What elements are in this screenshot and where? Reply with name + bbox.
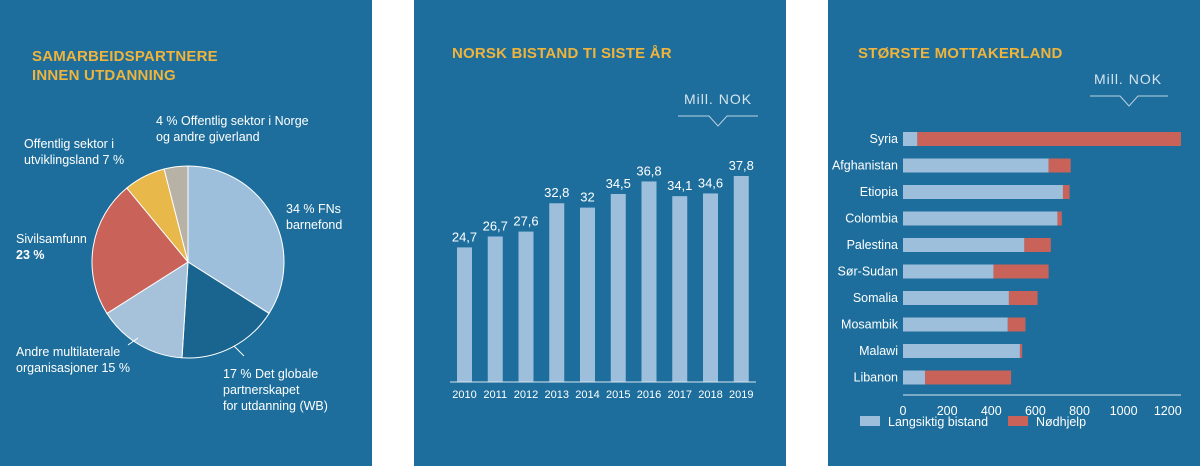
recipients-tick-600: 600 bbox=[1025, 404, 1046, 418]
recipient-bar-emergency-0 bbox=[917, 132, 1181, 146]
recipient-bar-long-term-4 bbox=[903, 238, 1025, 252]
aid-bar-2010 bbox=[457, 247, 472, 382]
aid-value-label-2010: 24,7 bbox=[452, 229, 477, 244]
recipients-tick-800: 800 bbox=[1069, 404, 1090, 418]
recipient-bar-long-term-6 bbox=[903, 291, 1009, 305]
aid-bar-2018 bbox=[703, 193, 718, 382]
recipient-bar-emergency-8 bbox=[1019, 344, 1023, 358]
legend-label-long-term: Langsiktig bistand bbox=[888, 415, 988, 429]
recipients-bar-chart: Mill. NOK Syria Afghanistan Etiopia Colombi… bbox=[832, 71, 1182, 429]
recipient-bar-long-term-7 bbox=[903, 317, 1008, 332]
recipient-label-1: Afghanistan bbox=[832, 159, 898, 173]
recipient-label-3: Colombia bbox=[845, 212, 898, 226]
aid-bar-2016 bbox=[641, 181, 657, 382]
recipient-label-2: Etiopia bbox=[860, 185, 898, 199]
recipient-label-4: Palestina bbox=[847, 238, 898, 252]
pie-label-dev-public: Offentlig sektor i utviklingsland 7 % bbox=[24, 137, 124, 167]
aid-panel: NORSK BISTAND TI SISTE ÅR Mill. NOK 24,7… bbox=[414, 0, 786, 466]
pie-label-civil: Sivilsamfunn 23 % bbox=[16, 232, 87, 262]
aid-value-label-2018: 34,6 bbox=[698, 175, 723, 190]
recipient-bar-emergency-9 bbox=[925, 370, 1012, 385]
aid-bar-2011 bbox=[487, 236, 503, 382]
recipient-label-0: Syria bbox=[870, 132, 899, 146]
recipient-bar-long-term-2 bbox=[903, 185, 1063, 199]
aid-value-label-2012: 27,6 bbox=[513, 214, 538, 229]
recipients-tick-1000: 1000 bbox=[1110, 404, 1138, 418]
pie-leader-gpe bbox=[233, 345, 245, 357]
recipient-label-7: Mosambik bbox=[841, 318, 899, 332]
pie-label-gpe: 17 % Det globale partnerskapet for utdanni… bbox=[223, 367, 328, 413]
aid-unit-callout bbox=[678, 115, 758, 127]
recipient-bar-emergency-5 bbox=[993, 264, 1049, 279]
aid-value-label-2013: 32,8 bbox=[544, 185, 569, 200]
partners-pie-chart: 34 % FNs barnefond 17 % Det globale partner… bbox=[16, 114, 342, 413]
legend-swatch-long-term bbox=[860, 416, 880, 426]
recipients-unit-callout bbox=[1090, 95, 1168, 107]
pie-slice-gpe bbox=[181, 261, 270, 359]
recipient-label-5: Sør-Sudan bbox=[838, 265, 898, 279]
recipient-label-9: Libanon bbox=[854, 371, 899, 385]
pie-slice-norway-public bbox=[163, 165, 189, 263]
aid-year-label-2018: 2018 bbox=[698, 389, 722, 401]
aid-value-label-2015: 34,5 bbox=[606, 176, 631, 191]
aid-value-label-2017: 34,1 bbox=[667, 178, 692, 193]
aid-value-label-2019: 37,8 bbox=[729, 158, 754, 173]
partners-panel: SAMARBEIDSPARTNERE INNEN UTDANNING 34 % … bbox=[0, 0, 372, 466]
recipient-bar-long-term-5 bbox=[903, 264, 994, 279]
aid-unit-label: Mill. NOK bbox=[684, 91, 752, 107]
recipient-bar-long-term-8 bbox=[903, 344, 1020, 358]
recipients-unit-label: Mill. NOK bbox=[1094, 71, 1162, 87]
aid-year-label-2013: 2013 bbox=[545, 389, 569, 401]
recipients-tick-1200: 1200 bbox=[1154, 404, 1182, 418]
recipient-bar-emergency-6 bbox=[1008, 291, 1038, 305]
recipient-bar-emergency-3 bbox=[1057, 211, 1062, 226]
recipient-bar-long-term-1 bbox=[903, 158, 1049, 173]
aid-year-label-2010: 2010 bbox=[452, 389, 476, 401]
legend-swatch-emergency bbox=[1008, 416, 1028, 426]
pie-leader-multilateral bbox=[127, 337, 139, 346]
recipient-bar-emergency-7 bbox=[1007, 317, 1026, 332]
aid-value-label-2011: 26,7 bbox=[483, 218, 508, 233]
partners-title: SAMARBEIDSPARTNERE INNEN UTDANNING bbox=[32, 48, 218, 84]
legend-label-emergency: Nødhjelp bbox=[1036, 415, 1086, 429]
aid-bar-2015 bbox=[610, 193, 626, 382]
pie-label-multilateral: Andre multilaterale organisasjoner 15 % bbox=[16, 345, 130, 375]
recipients-panel: STØRSTE MOTTAKERLAND Mill. NOK Syria Afgh… bbox=[828, 0, 1200, 466]
recipients-tick-0: 0 bbox=[900, 404, 907, 418]
aid-bar-2014 bbox=[580, 207, 595, 382]
pie-label-norway-public: 4 % Offentlig sektor i Norge og andre giv… bbox=[156, 114, 309, 144]
aid-bar-2012 bbox=[518, 231, 534, 382]
recipient-label-6: Somalia bbox=[853, 291, 898, 305]
aid-year-label-2016: 2016 bbox=[637, 389, 661, 401]
aid-value-label-2014: 32 bbox=[580, 190, 594, 205]
recipients-tick-400: 400 bbox=[981, 404, 1002, 418]
aid-title: NORSK BISTAND TI SISTE ÅR bbox=[452, 45, 672, 62]
recipient-bar-emergency-1 bbox=[1048, 158, 1071, 173]
aid-year-label-2015: 2015 bbox=[606, 389, 630, 401]
recipient-bar-long-term-9 bbox=[903, 370, 926, 385]
aid-value-label-2016: 36,8 bbox=[636, 163, 661, 178]
recipient-bar-long-term-3 bbox=[903, 211, 1058, 226]
aid-year-label-2014: 2014 bbox=[575, 389, 599, 401]
aid-bar-2013 bbox=[549, 203, 565, 382]
aid-year-label-2019: 2019 bbox=[729, 389, 753, 401]
aid-year-label-2011: 2011 bbox=[483, 389, 507, 401]
recipient-bar-emergency-4 bbox=[1024, 238, 1051, 252]
pie-slice-civil bbox=[91, 187, 189, 315]
aid-year-label-2012: 2012 bbox=[514, 389, 538, 401]
aid-bar-chart: Mill. NOK 24,7 2010 26,7 2011 27,6 2012 32,8 20… bbox=[450, 91, 758, 401]
aid-year-label-2017: 2017 bbox=[668, 389, 692, 401]
pie-label-unicef: 34 % FNs barnefond bbox=[286, 202, 342, 232]
recipient-bar-emergency-2 bbox=[1062, 185, 1070, 199]
recipient-bar-long-term-0 bbox=[903, 132, 918, 146]
recipient-label-8: Malawi bbox=[859, 344, 898, 358]
recipients-tick-200: 200 bbox=[937, 404, 958, 418]
aid-bar-2017 bbox=[672, 196, 688, 382]
aid-bar-2019 bbox=[733, 176, 749, 382]
pie-slice-unicef bbox=[187, 165, 285, 315]
pie-slice-multilateral bbox=[106, 261, 189, 359]
recipients-title: STØRSTE MOTTAKERLAND bbox=[858, 45, 1063, 62]
